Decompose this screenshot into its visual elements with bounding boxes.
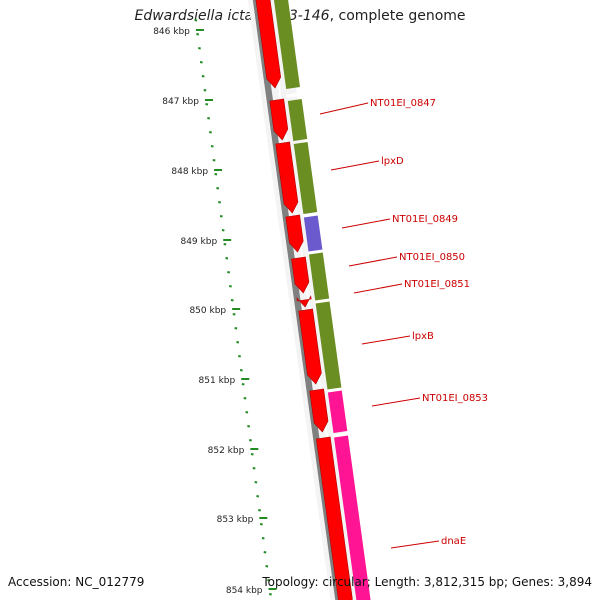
accession-text: Accession: NC_012779 — [8, 575, 145, 589]
gene-gap — [332, 432, 349, 438]
tick-label: 852 kbp — [208, 446, 245, 456]
tick-label: 848 kbp — [171, 167, 208, 177]
gene-block — [293, 142, 318, 214]
minor-tick — [198, 47, 201, 50]
gene-gap — [302, 212, 319, 218]
cds-arrow — [275, 141, 299, 214]
tick-label: 854 kbp — [226, 586, 263, 596]
minor-tick — [248, 439, 252, 442]
gene-gap — [307, 249, 324, 255]
minor-tick — [219, 215, 223, 218]
feature-label: NT01EI_0847 — [370, 98, 436, 109]
gene-block — [315, 299, 342, 391]
cds-arrow — [255, 0, 282, 89]
tick-label: 846 kbp — [153, 27, 190, 37]
tick-label: 853 kbp — [217, 515, 254, 525]
feature-labels: NT01EI_0847 lpxD NT01EI_0849 NT01EI_0850 NT0… — [319, 98, 488, 549]
leader-line — [319, 102, 369, 115]
minor-tick — [232, 313, 236, 316]
minor-tick — [205, 103, 209, 106]
minor-tick — [218, 201, 221, 204]
minor-tick — [265, 565, 269, 568]
features — [255, 0, 371, 600]
minor-tick — [254, 481, 258, 484]
minor-tick — [252, 467, 256, 470]
minor-tick — [223, 243, 227, 246]
leader-line — [353, 283, 403, 294]
leader-line — [361, 335, 411, 345]
feature-label: NT01EI_0849 — [392, 214, 458, 225]
leader-line — [330, 160, 380, 171]
minor-tick — [238, 355, 241, 358]
feature-label: NT01EI_0851 — [404, 279, 470, 290]
minor-tick — [201, 75, 205, 78]
cds-arrow — [269, 98, 289, 141]
minor-tick — [239, 369, 243, 372]
minor-tick — [230, 299, 234, 302]
minor-tick — [236, 341, 240, 344]
minor-tick — [250, 453, 254, 456]
cds-arrow — [309, 388, 329, 433]
minor-tick — [207, 117, 211, 120]
title-suffix: , complete genome — [329, 8, 466, 24]
gene-block — [308, 252, 330, 301]
cds-arrow — [298, 308, 322, 385]
tick-label: 849 kbp — [180, 237, 217, 247]
leader-line — [341, 218, 391, 229]
feature-label: NT01EI_0853 — [422, 393, 488, 404]
feature-label: NT01EI_0850 — [399, 252, 465, 263]
minor-tick — [203, 89, 207, 92]
minor-tick — [212, 159, 216, 162]
minor-tick — [263, 551, 267, 554]
minor-tick — [228, 285, 232, 288]
gene-block — [303, 215, 323, 253]
minor-tick — [214, 173, 218, 176]
gene-block — [273, 0, 300, 89]
minor-tick — [241, 383, 245, 386]
minor-tick — [194, 19, 198, 22]
minor-tick — [199, 61, 203, 64]
minor-tick — [245, 411, 249, 414]
gene-gap — [326, 387, 343, 393]
minor-tick — [210, 145, 214, 148]
minor-tick — [259, 523, 263, 526]
feature-label: lpxB — [412, 331, 434, 342]
cds-arrow — [291, 256, 310, 294]
leader-line — [390, 540, 440, 549]
tick-label: 850 kbp — [189, 306, 226, 316]
minor-tick — [208, 131, 212, 134]
axis-ticks: 846 kbp 847 kbp 848 kbp 849 kbp 850 kbp 851 k… — [153, 19, 277, 596]
gene-block — [287, 99, 308, 141]
gene-block — [327, 390, 348, 433]
minor-tick — [261, 537, 265, 540]
minor-tick — [234, 327, 238, 330]
leader-line — [348, 256, 398, 267]
gene-block — [333, 433, 371, 600]
gene-gap — [285, 92, 303, 98]
minor-tick — [227, 271, 231, 274]
minor-tick — [247, 425, 251, 428]
cds-arrow — [285, 214, 304, 253]
leader-line — [371, 397, 421, 407]
minor-tick — [243, 397, 247, 400]
gene-gap — [314, 298, 331, 304]
minor-tick — [268, 593, 272, 596]
minor-tick — [267, 579, 271, 582]
minor-tick — [196, 33, 200, 36]
minor-tick — [256, 495, 260, 498]
genome-summary: Topology: circular; Length: 3,812,315 bp… — [262, 575, 592, 589]
minor-tick — [221, 229, 225, 232]
minor-tick — [258, 509, 261, 512]
feature-label: lpxD — [381, 156, 404, 167]
cds-arrow — [296, 295, 312, 308]
tick-label: 847 kbp — [162, 97, 199, 107]
minor-tick — [216, 187, 220, 190]
minor-tick — [225, 257, 229, 260]
feature-label: dnaE — [441, 536, 466, 547]
tick-label: 851 kbp — [199, 376, 236, 386]
cds-arrow — [315, 436, 353, 600]
